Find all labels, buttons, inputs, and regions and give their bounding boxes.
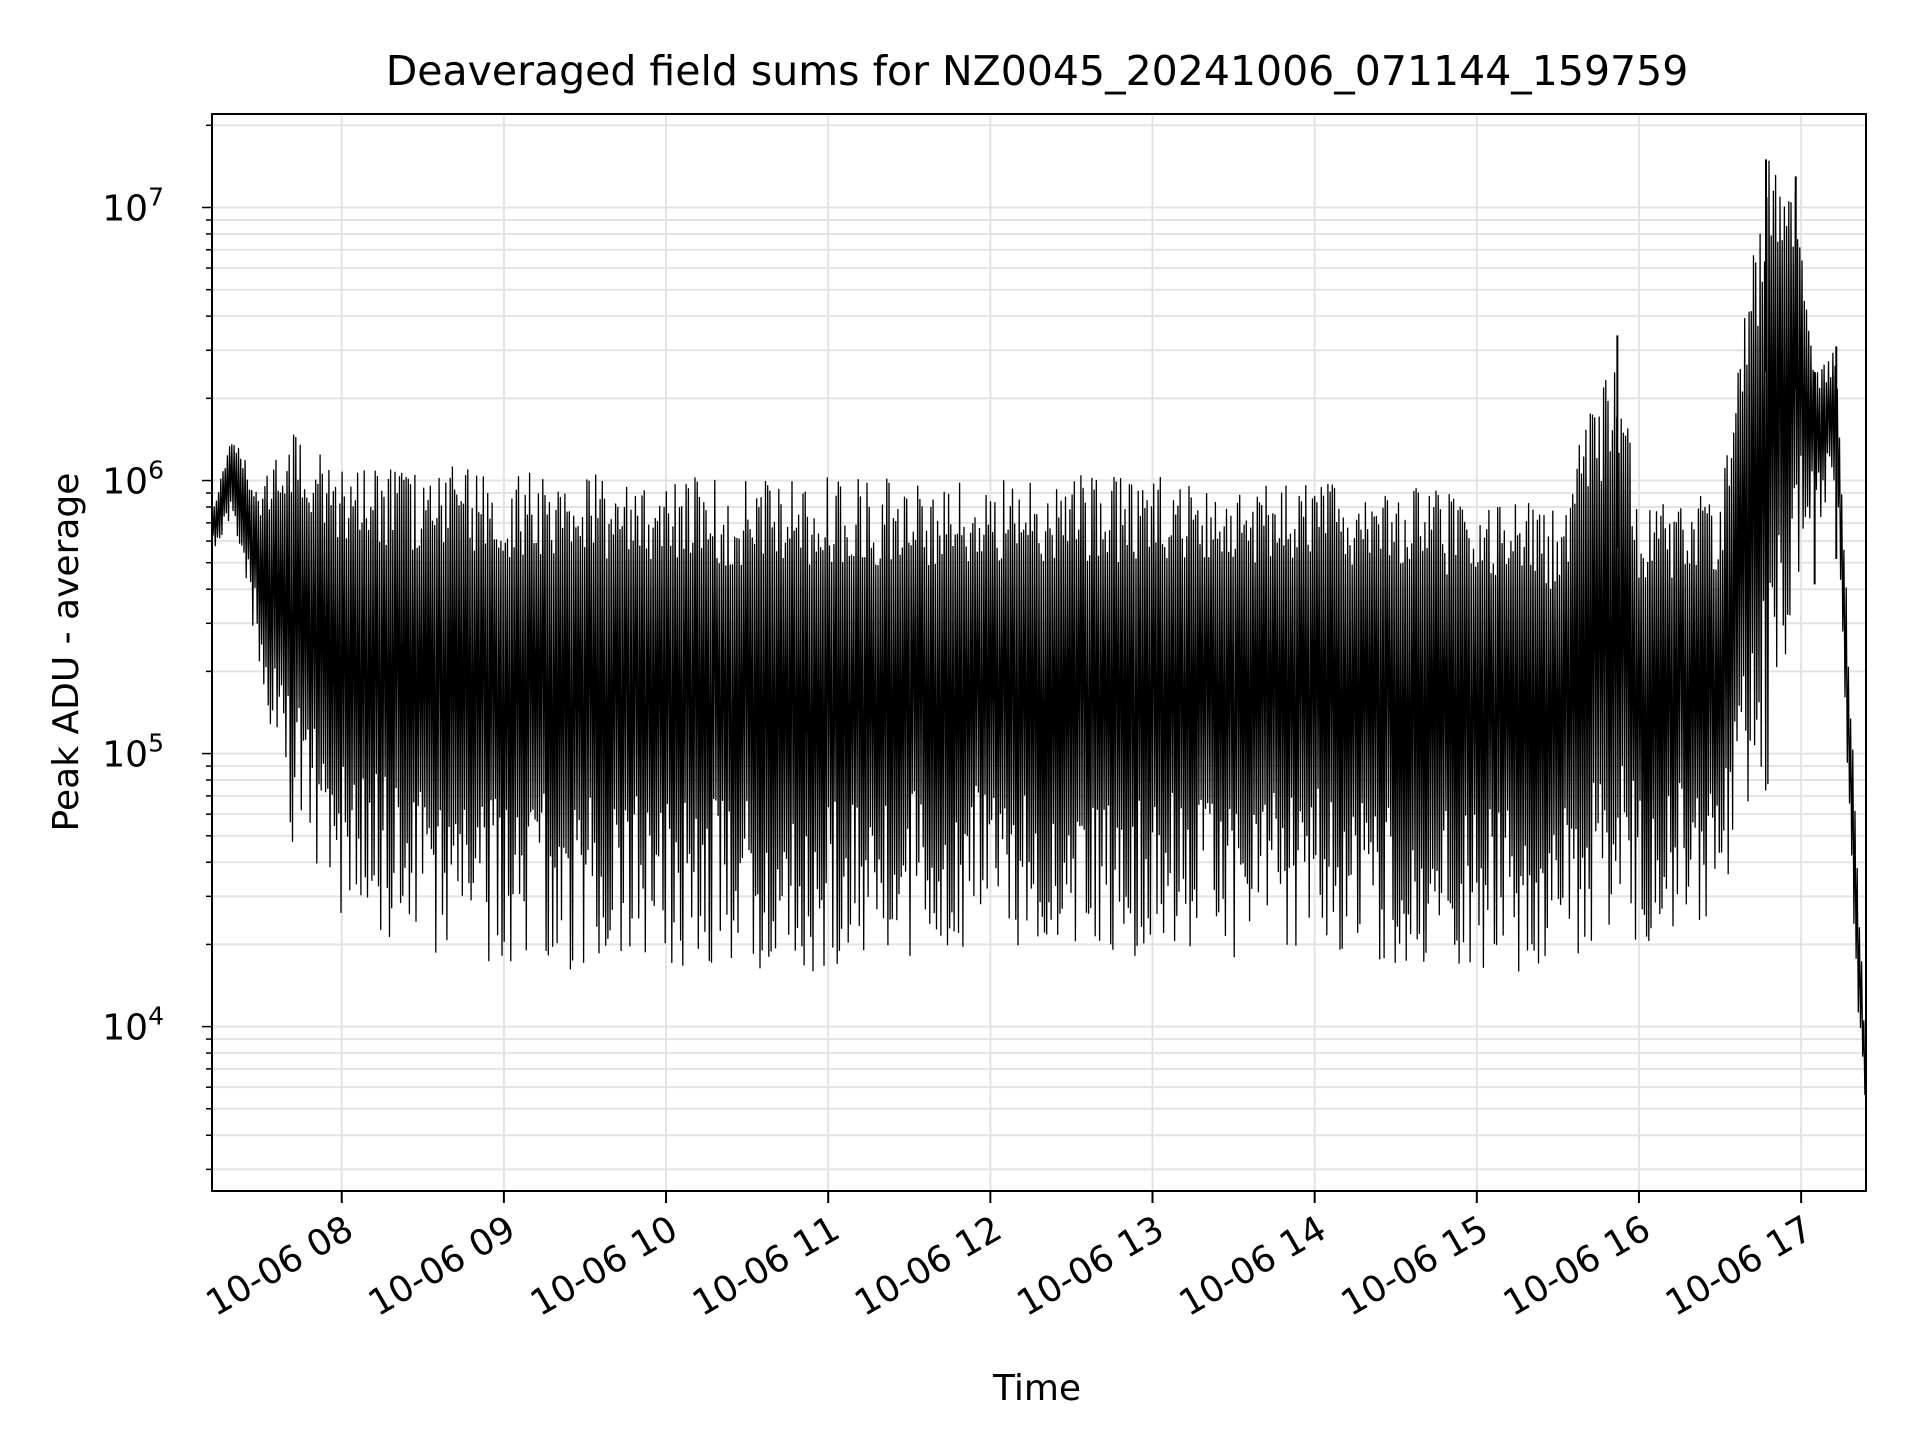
plot-area-frame	[211, 113, 1867, 1192]
y-tick-label: 107	[102, 182, 164, 229]
data-series	[211, 159, 1867, 1096]
y-tick-label: 104	[102, 1002, 164, 1049]
x-axis-title: Time	[992, 1368, 1081, 1409]
y-tick-exponent: 5	[148, 729, 164, 758]
series-line	[211, 160, 1867, 1096]
y-tick-label: 105	[102, 729, 164, 776]
y-axis-title: Peak ADU - average	[46, 473, 87, 832]
y-axis-ticks: 104 105 106 107	[102, 124, 212, 1171]
y-tick-exponent: 6	[148, 456, 164, 485]
y-tick-label: 106	[102, 456, 164, 503]
y-tick-exponent: 4	[148, 1002, 164, 1031]
y-tick-exponent: 7	[148, 182, 164, 211]
chart-title: Deaveraged field sums for NZ0045_2024100…	[386, 47, 1689, 95]
